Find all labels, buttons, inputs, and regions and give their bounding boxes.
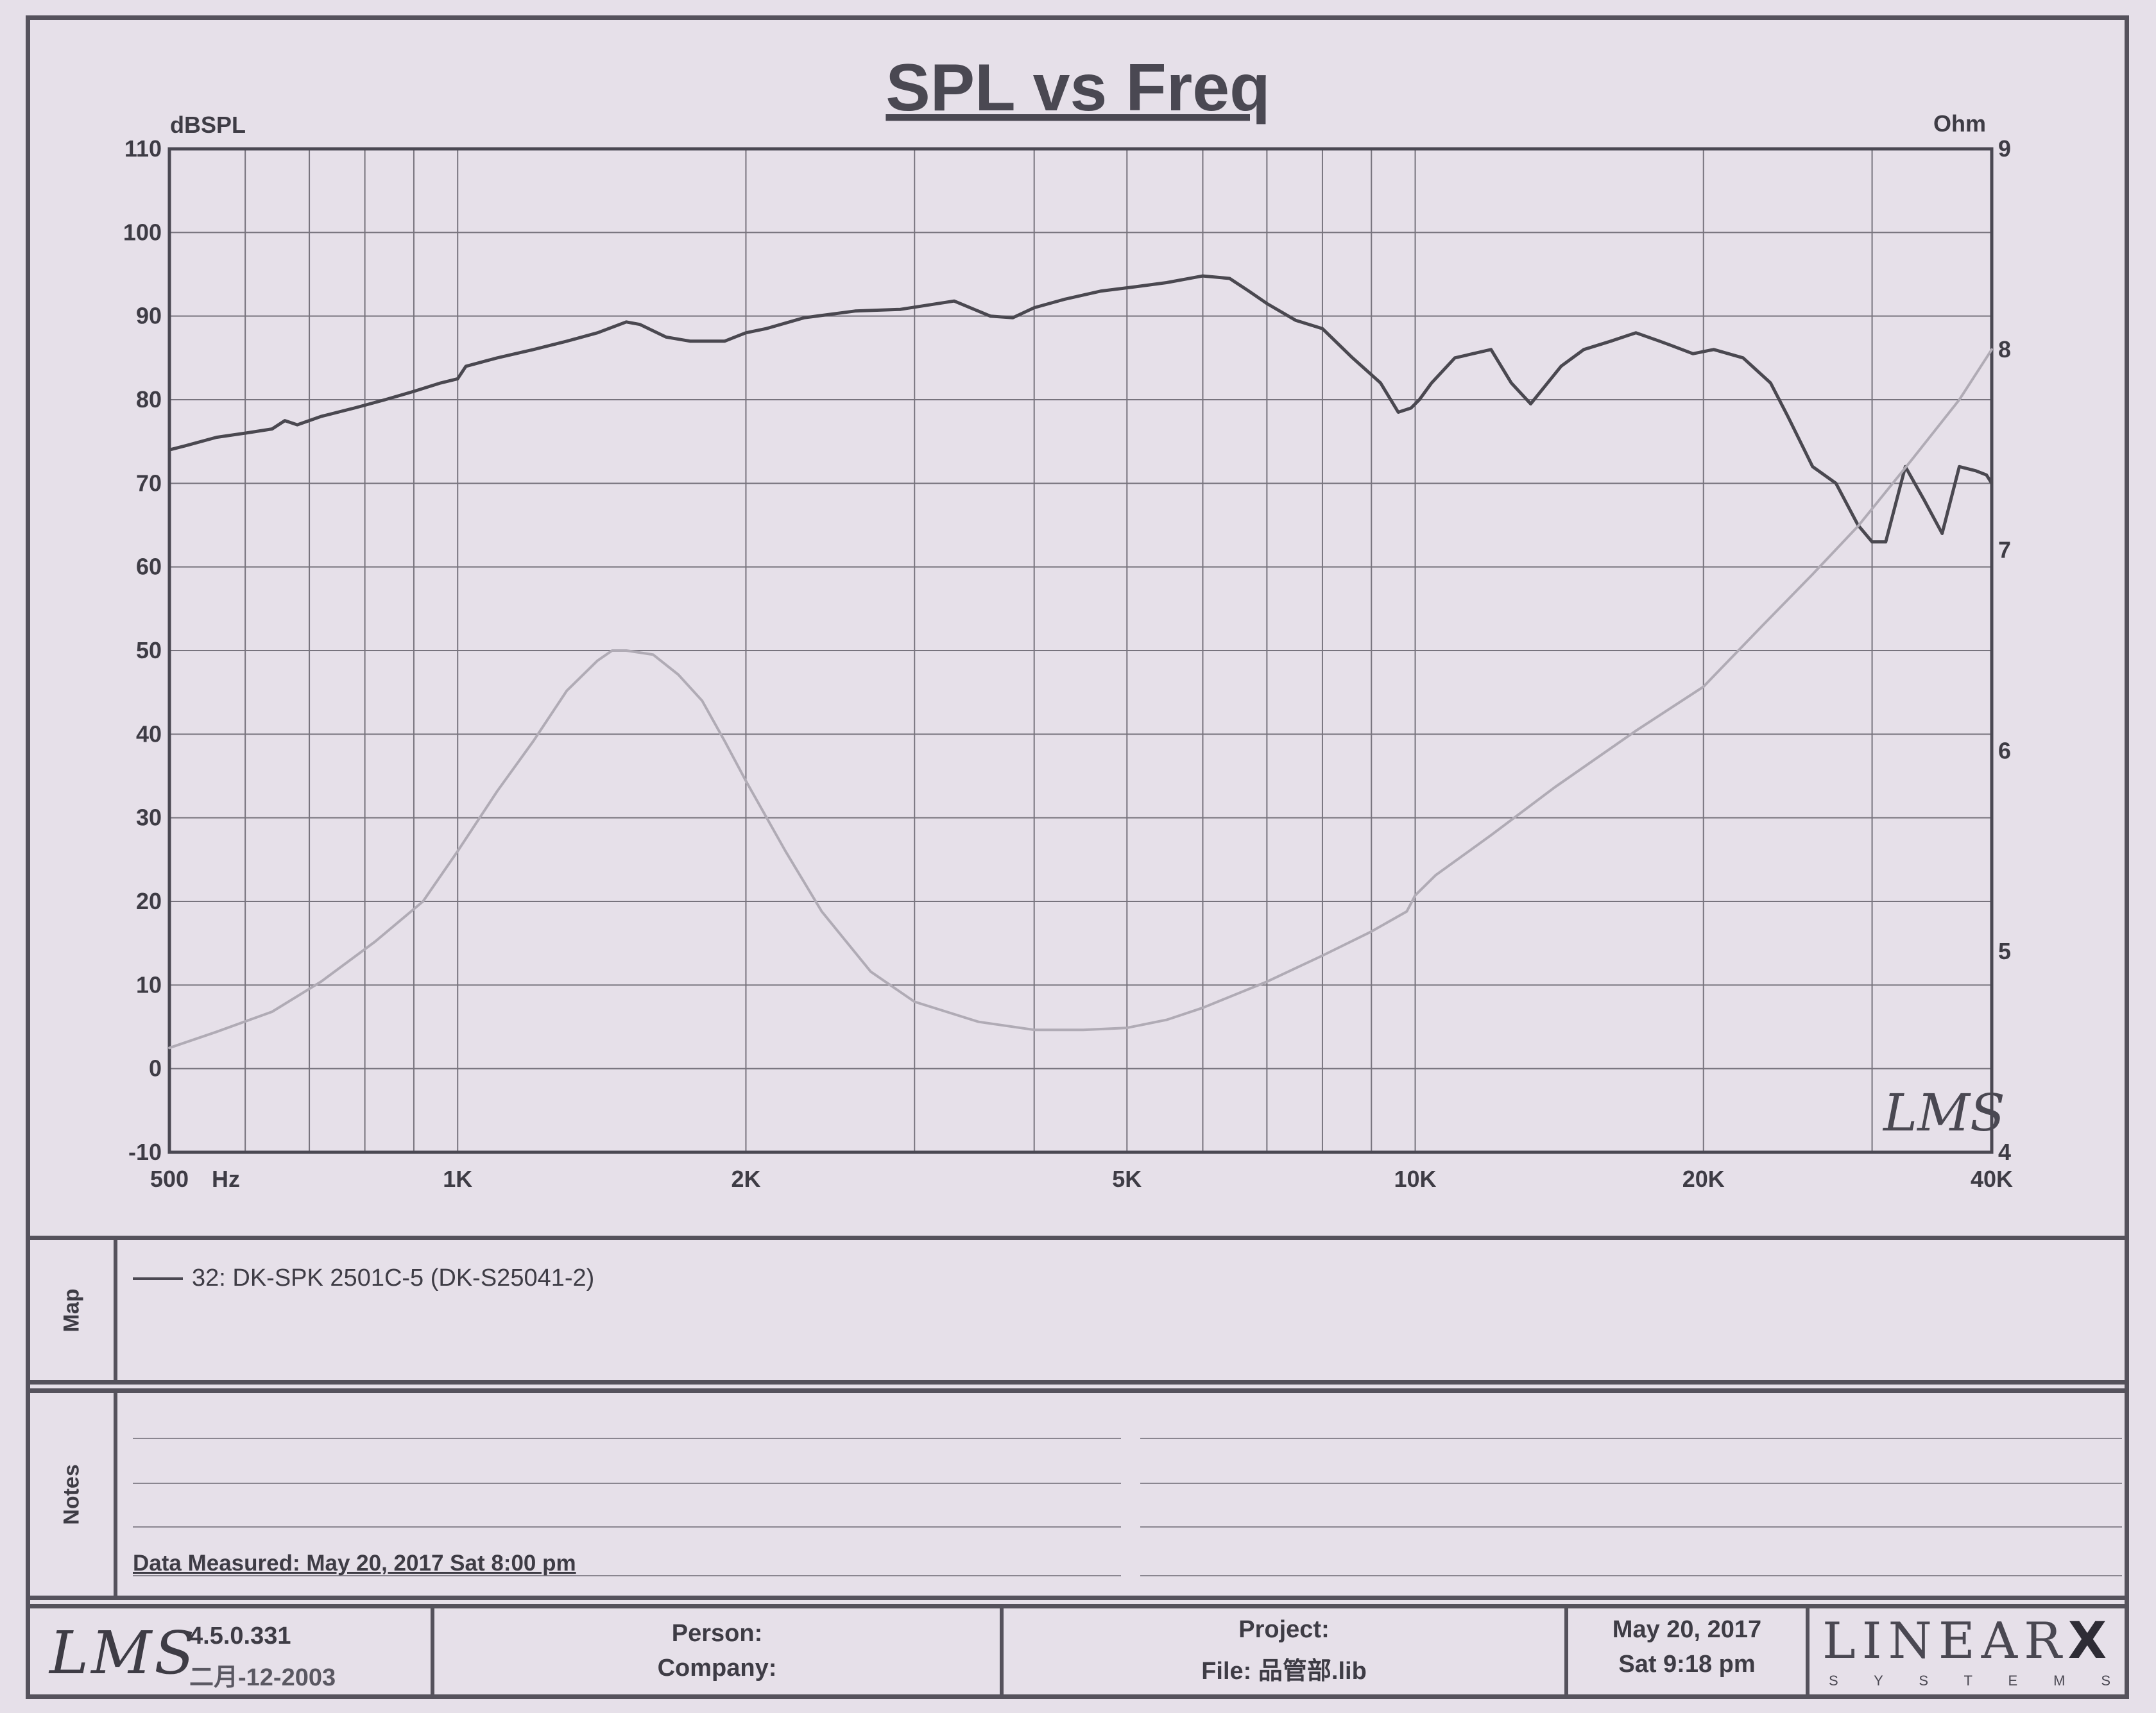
y-tick-label: 110 <box>124 135 162 162</box>
brand-subtitle: S Y S T E M S <box>1829 1673 2112 1689</box>
grid <box>169 148 1992 1153</box>
y2-tick-label: 5 <box>1998 938 2011 964</box>
y2-tick-label: 8 <box>1998 336 2011 362</box>
x-tick-label: 20K <box>1682 1166 1725 1192</box>
footer-project-cell: Project: File: 品管部.lib <box>1004 1608 1568 1694</box>
data-measured: Data Measured: May 20, 2017 Sat 8:00 pm <box>133 1551 576 1576</box>
plot-frame <box>167 147 1994 1154</box>
note-line <box>1140 1575 2122 1576</box>
y-tick-label: 0 <box>149 1055 162 1082</box>
y-tick-label: 100 <box>123 219 162 245</box>
print-time: Sat 9:18 pm <box>1618 1651 1756 1678</box>
notes-label: Notes <box>30 1393 117 1596</box>
x-tick-label: 10K <box>1394 1166 1437 1192</box>
lms-logo: LMS <box>49 1619 198 1687</box>
right-axis-unit: Ohm <box>1933 110 1986 137</box>
y-tick-label: 30 <box>136 805 162 831</box>
footer: LMS 4.5.0.331 二月-12-2003 Person: Company… <box>26 1604 2129 1699</box>
left-axis-unit: dBSPL <box>170 112 246 138</box>
person-label: Person: <box>671 1620 763 1647</box>
y2-tick-label: 4 <box>1998 1139 2011 1165</box>
x-tick-label: 40K <box>1971 1166 2013 1192</box>
note-line <box>133 1438 1121 1439</box>
y2-tick-labels: 9 8 7 6 5 4 <box>1998 135 2011 1165</box>
print-date: May 20, 2017 <box>1612 1616 1762 1643</box>
note-line <box>133 1526 1121 1528</box>
x-tick-label: 2K <box>731 1166 760 1192</box>
file-label: File: 品管部.lib <box>1201 1658 1367 1685</box>
y-tick-label: 50 <box>136 637 162 663</box>
y2-tick-label: 9 <box>1998 135 2011 162</box>
version-date: 二月-12-2003 <box>189 1664 336 1691</box>
y-tick-label: -10 <box>128 1139 162 1165</box>
chart-area: SPL vs Freq dBSPL Ohm Hz 500 1K 2K 5K 10K 20K… <box>123 51 2013 1192</box>
y-tick-label: 10 <box>136 971 162 998</box>
y2-tick-label: 7 <box>1998 537 2011 563</box>
y-tick-label: 20 <box>136 888 162 914</box>
y-tick-label: 40 <box>136 720 162 747</box>
footer-brand-cell: LINEARX S Y S T E M S <box>1810 1608 2125 1694</box>
note-line <box>1140 1438 2122 1439</box>
notes-panel: Notes Data Measured: May 20, 2017 Sat 8:… <box>26 1388 2129 1600</box>
note-line <box>1140 1526 2122 1528</box>
brand-x: X <box>2067 1612 2113 1670</box>
x-tick-labels: 500 1K 2K 5K 10K 20K 40K <box>150 1166 2013 1192</box>
y-tick-label: 70 <box>136 470 162 496</box>
series-lines <box>167 274 1994 1050</box>
legend-line-swatch <box>133 1277 183 1280</box>
brand-name: LINEAR <box>1822 1612 2068 1670</box>
company-label: Company: <box>657 1655 777 1682</box>
project-label: Project: <box>1238 1616 1330 1643</box>
note-line <box>133 1575 1121 1576</box>
note-line <box>1140 1483 2122 1484</box>
x-tick-label: 1K <box>443 1166 472 1192</box>
brand-logo: LINEARX <box>1822 1612 2113 1670</box>
y2-tick-label: 6 <box>1998 737 2011 763</box>
x-axis-unit: Hz <box>212 1166 240 1192</box>
impedance-curve <box>168 348 1993 1050</box>
x-tick-label: 5K <box>1112 1166 1142 1192</box>
version: 4.5.0.331 <box>189 1623 291 1649</box>
x-tick-label: 500 <box>150 1166 189 1192</box>
footer-person-cell: Person: Company: <box>434 1608 1004 1694</box>
y-tick-label: 60 <box>136 554 162 580</box>
footer-version-cell: LMS 4.5.0.331 二月-12-2003 <box>30 1608 434 1694</box>
footer-date-cell: May 20, 2017 Sat 9:18 pm <box>1568 1608 1810 1694</box>
note-line <box>133 1483 1121 1484</box>
y-tick-label: 90 <box>136 303 162 329</box>
chart-title: SPL vs Freq <box>886 51 1270 125</box>
y-tick-label: 80 <box>136 386 162 413</box>
map-panel: Map 32: DK-SPK 2501C-5 (DK-S25041-2) <box>26 1236 2129 1385</box>
legend-entry: 32: DK-SPK 2501C-5 (DK-S25041-2) <box>133 1265 594 1292</box>
map-label: Map <box>30 1240 117 1380</box>
legend-entry-label: 32: DK-SPK 2501C-5 (DK-S25041-2) <box>192 1265 595 1291</box>
lms-watermark: LMS <box>1882 1083 2005 1143</box>
spl-curve <box>167 274 1994 544</box>
